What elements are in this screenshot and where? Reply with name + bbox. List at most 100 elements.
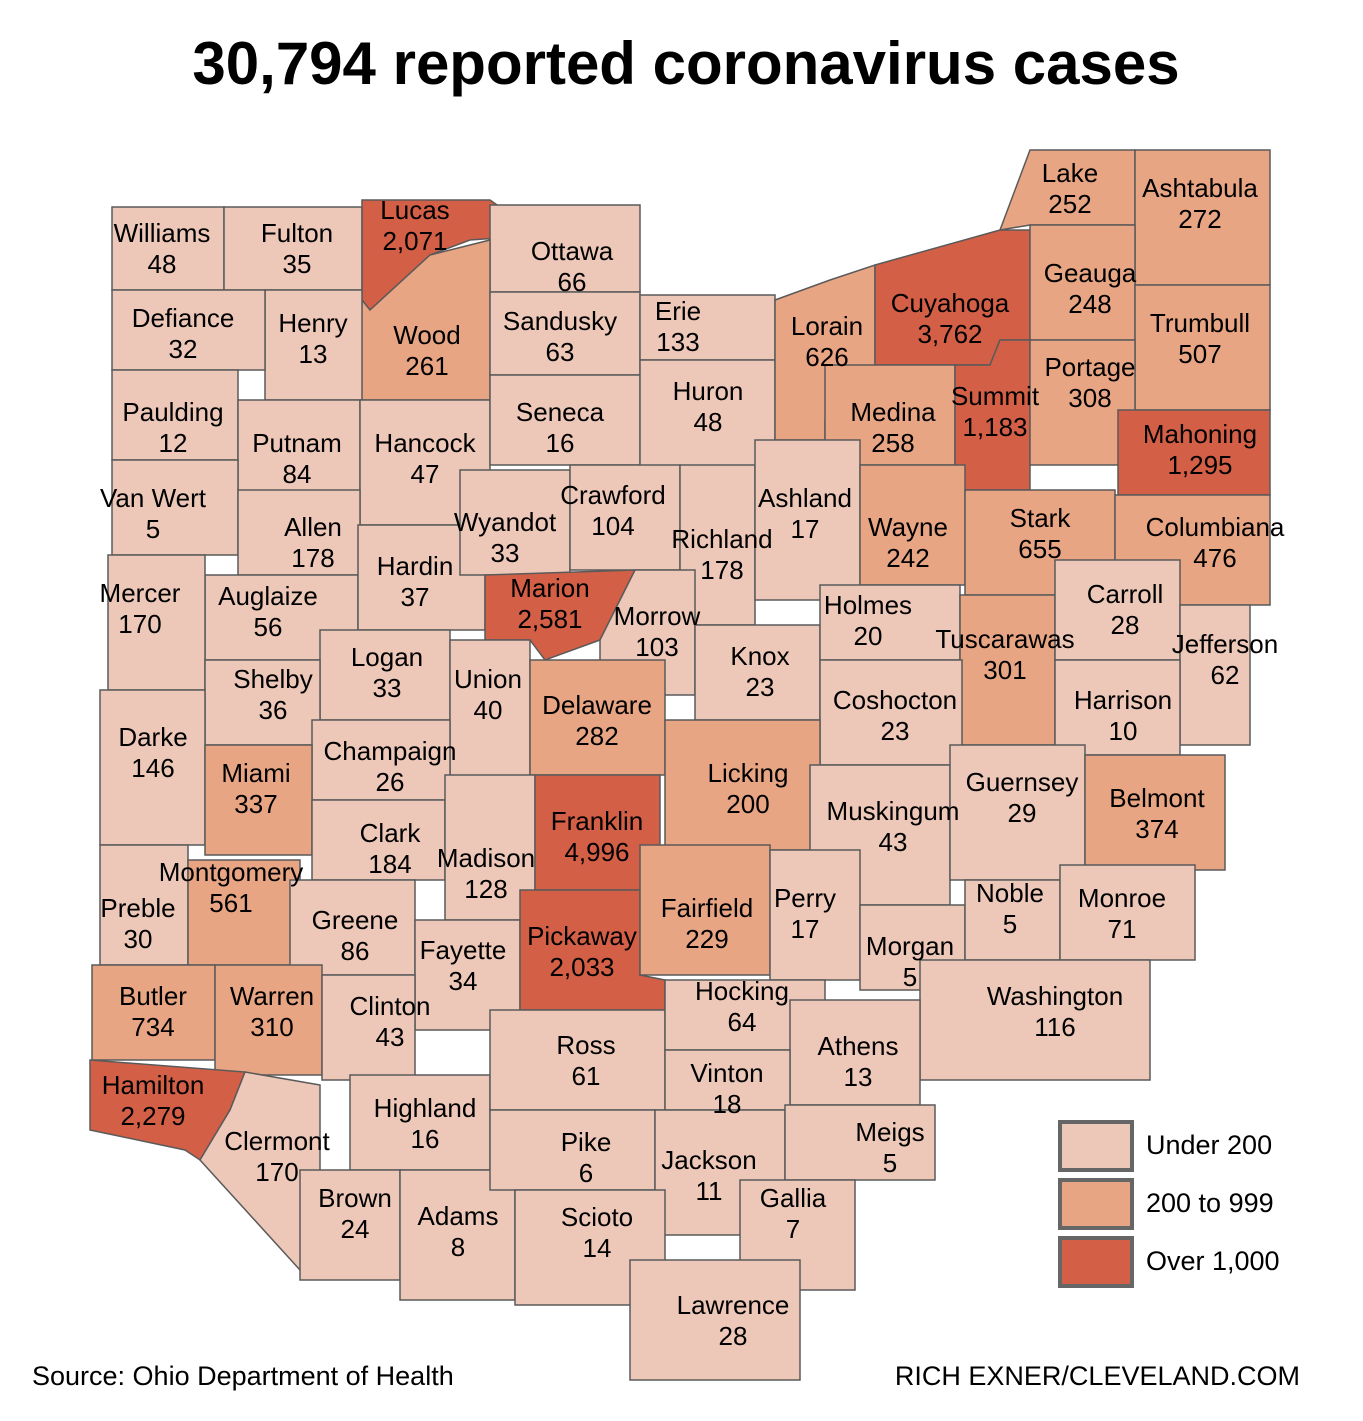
county-cases: 282 (575, 721, 618, 751)
county-name: Auglaize (218, 581, 318, 611)
county-region (223, 206, 363, 291)
county-name: Greene (312, 905, 399, 935)
county-name: Guernsey (966, 767, 1079, 797)
county-cases: 374 (1135, 814, 1178, 844)
county-name: Cuyahoga (891, 288, 1010, 318)
county-region (664, 1049, 791, 1111)
county-name: Fayette (420, 935, 507, 965)
county-name: Morrow (614, 601, 701, 631)
county-region (629, 1259, 801, 1381)
legend-swatch (1058, 1178, 1134, 1230)
county-name: Clark (360, 818, 422, 848)
county-cases: 301 (983, 655, 1026, 685)
county-cases: 48 (148, 249, 177, 279)
county-name: Van Wert (100, 483, 207, 513)
county-name: Lorain (791, 311, 863, 341)
county-cases: 86 (341, 936, 370, 966)
county-name: Ashtabula (1142, 173, 1258, 203)
county-name: Lake (1042, 158, 1098, 188)
county-region (529, 659, 666, 776)
county-cases: 17 (791, 914, 820, 944)
county-cases: 310 (250, 1012, 293, 1042)
county-name: Richland (671, 524, 772, 554)
county-name: Crawford (560, 480, 665, 510)
county-cases: 128 (464, 874, 507, 904)
legend-label: Under 200 (1146, 1130, 1272, 1160)
county-cases: 734 (131, 1012, 174, 1042)
county-cases: 5 (146, 514, 160, 544)
county-region (449, 639, 531, 781)
county-region (784, 1104, 936, 1181)
county-name: Allen (284, 512, 342, 542)
county-name: Meigs (855, 1117, 924, 1147)
county-name: Champaign (324, 736, 457, 766)
county-name: Marion (510, 573, 589, 603)
county-cases: 1,295 (1167, 450, 1232, 480)
county-region (489, 1009, 666, 1111)
county-cases: 2,071 (382, 226, 447, 256)
county-cases: 13 (299, 339, 328, 369)
county-name: Columbiana (1146, 512, 1285, 542)
county-cases: 29 (1008, 798, 1037, 828)
county-name: Delaware (542, 690, 652, 720)
county-name: Seneca (516, 397, 605, 427)
county-name: Jefferson (1172, 629, 1278, 659)
county-cases: 43 (879, 827, 908, 857)
county-cases: 36 (259, 695, 288, 725)
county-cases: 4,996 (564, 837, 629, 867)
county-name: Butler (119, 981, 187, 1011)
county-cases: 103 (635, 632, 678, 662)
county-region (311, 719, 451, 801)
county-name: Washington (987, 981, 1123, 1011)
county-cases: 30 (124, 924, 153, 954)
county-cases: 35 (283, 249, 312, 279)
county-name: Morgan (866, 931, 954, 961)
county-cases: 170 (255, 1157, 298, 1187)
county-cases: 6 (579, 1158, 593, 1188)
county-cases: 37 (401, 582, 430, 612)
county-name: Franklin (551, 806, 643, 836)
county-name: Vinton (690, 1058, 763, 1088)
county-region (311, 799, 446, 881)
county-name: Highland (374, 1093, 477, 1123)
county-region (859, 464, 966, 586)
county-cases: 308 (1068, 383, 1111, 413)
county-name: Summit (951, 381, 1040, 411)
county-name: Defiance (132, 303, 235, 333)
county-region (964, 879, 1061, 961)
county-region (111, 206, 225, 291)
county-name: Hocking (695, 976, 789, 1006)
county-cases: 5 (1003, 909, 1017, 939)
county-name: Darke (118, 722, 187, 752)
county-cases: 8 (451, 1232, 465, 1262)
county-name: Geauga (1044, 258, 1137, 288)
county-region (91, 964, 216, 1061)
county-cases: 66 (558, 267, 587, 297)
county-cases: 655 (1018, 534, 1061, 564)
county-name: Madison (437, 843, 535, 873)
county-name: Hamilton (102, 1070, 205, 1100)
county-cases: 16 (546, 428, 575, 458)
county-name: Hardin (377, 551, 454, 581)
county-name: Carroll (1087, 579, 1164, 609)
county-cases: 64 (728, 1007, 757, 1037)
county-cases: 229 (685, 924, 728, 954)
county-name: Adams (418, 1201, 499, 1231)
county-name: Wayne (868, 512, 948, 542)
county-region (204, 659, 321, 746)
county-region (1134, 149, 1271, 286)
county-cases: 476 (1193, 543, 1236, 573)
county-name: Jackson (661, 1145, 756, 1175)
county-name: Union (454, 664, 522, 694)
county-cases: 62 (1211, 660, 1240, 690)
county-cases: 272 (1178, 204, 1221, 234)
county-cases: 2,581 (517, 604, 582, 634)
county-cases: 242 (886, 543, 929, 573)
county-cases: 7 (786, 1214, 800, 1244)
county-name: Shelby (233, 664, 313, 694)
county-region (1059, 864, 1196, 961)
title: 30,794 reported coronavirus cases (192, 30, 1179, 97)
county-cases: 48 (694, 407, 723, 437)
county-cases: 170 (118, 609, 161, 639)
